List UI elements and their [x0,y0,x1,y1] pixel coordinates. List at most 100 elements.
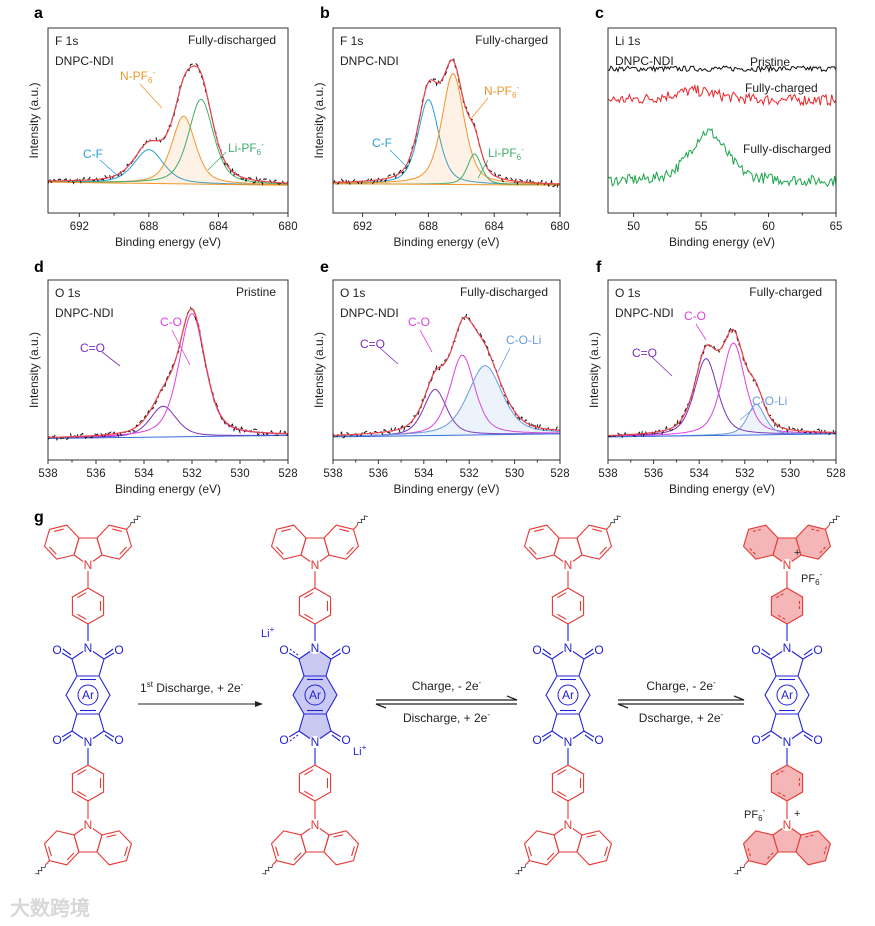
bond [98,713,105,732]
spectrum-title: Li 1s [615,34,640,48]
atom-bg [309,819,321,831]
bond [48,846,52,857]
panel-c: c 50 55 60 65 Binding energy (eV) Pristine Full… [595,5,842,249]
polymer-chain-squiggle [610,515,621,526]
x-tick-label: 536 [86,468,105,480]
peak-label-name: Li-PF [228,141,257,155]
peak-label: C-O [684,309,706,323]
sample-name: DNPC-NDI [340,306,399,320]
x-axis-label: Binding energy (eV) [669,482,775,496]
polymer-chain-squiggle [829,515,840,526]
series-line-fully-charged [608,83,836,107]
peak-arrow [379,347,399,365]
pf6-anion-label-sup: - [820,570,823,579]
polymer-chain-squiggle [734,864,745,875]
peak-label: N-PF6- [120,68,155,85]
bond [776,613,786,620]
pyrrole-ring [553,537,583,566]
state-label: Pristine [236,285,276,299]
state-label: Fully-discharged [188,33,276,47]
bond [797,713,804,732]
bond [546,852,555,861]
nitrogen-label: N [783,818,792,832]
peak-component-0 [48,149,288,186]
peak-arrow [99,159,119,177]
atom-bg [82,736,94,748]
nitrogen-label: N [311,558,320,572]
plot-frame [607,279,837,461]
pf6-anion-label: PF6- [744,806,766,823]
aromatic-core-ring [545,675,591,715]
bond [578,658,585,677]
peak-fill [333,365,560,437]
peak-arrow [739,407,755,421]
nitrogen-label: N [84,641,93,655]
aromatic-circle [77,684,99,706]
bond [77,790,87,797]
aromatic-core-label: Ar [82,688,94,702]
aromatic-core-ring [65,675,111,715]
spectrum-title: O 1s [55,286,80,300]
aromatic-circle [304,684,326,706]
peak-label: C-O-Li [752,394,787,408]
oxygen-label: O [114,733,123,747]
atom-bg [531,644,543,656]
nitrogen-label: N [564,558,573,572]
peak-label: C=O [632,346,657,360]
bond [776,790,786,797]
x-axis-label: Binding energy (eV) [393,235,499,249]
peak-component-1 [333,73,560,185]
first-discharge-label: 1st Discharge, + 2e- [140,680,244,695]
bond [528,846,532,857]
plot-area [608,64,836,188]
bond [765,852,774,861]
bond [293,852,302,861]
nitrogen-label: N [783,735,792,749]
peak-label-name: C-O-Li [752,394,787,408]
x-tick-label: 534 [134,468,154,480]
bond [280,528,291,532]
y-axis-label: Intensity (a.u.) [27,332,41,408]
atom-bg [113,644,125,656]
polymer-chain-squiggle [130,515,141,526]
peak-arrow [469,97,489,121]
oxygen-label: O [532,733,541,747]
oxygen-label: O [751,643,760,657]
ring [96,830,133,866]
imide-fill [299,714,331,742]
plot-frame [47,27,289,214]
y-axis-label: Intensity (a.u.) [27,82,41,158]
first-discharge-label-text: Discharge, + 2e [153,681,241,695]
aromatic-circle [557,684,579,706]
atom-bg [781,819,793,831]
bond [811,528,822,532]
bond [124,846,128,857]
step3-charge-label-text: Charge, - 2e [646,679,713,693]
bond [805,834,816,838]
nitrogen-label: N [564,818,573,832]
x-tick-label: 692 [70,221,89,233]
ring [323,524,360,560]
atom-bg [781,736,793,748]
bond [604,846,608,857]
bond [98,658,105,677]
nitrogen-label: N [311,735,320,749]
x-tick-label: 534 [690,468,710,480]
panel-label: e [320,259,329,276]
plot-area [48,306,288,441]
peak-label-name: C-O [160,315,182,329]
fit-envelope-line [48,307,288,439]
bond [71,658,78,677]
atom-bg [593,644,605,656]
panel-label: d [34,259,44,276]
lithium-ion-label-sup: + [270,625,275,634]
ring [523,524,560,560]
peak-arrow [101,351,121,367]
spectrum-title: O 1s [340,286,365,300]
atom-bg [309,642,321,654]
peak-label: C-O [408,315,430,329]
fit-envelope-line [333,59,560,185]
plot-frame [607,27,837,214]
atom-bg [82,642,94,654]
